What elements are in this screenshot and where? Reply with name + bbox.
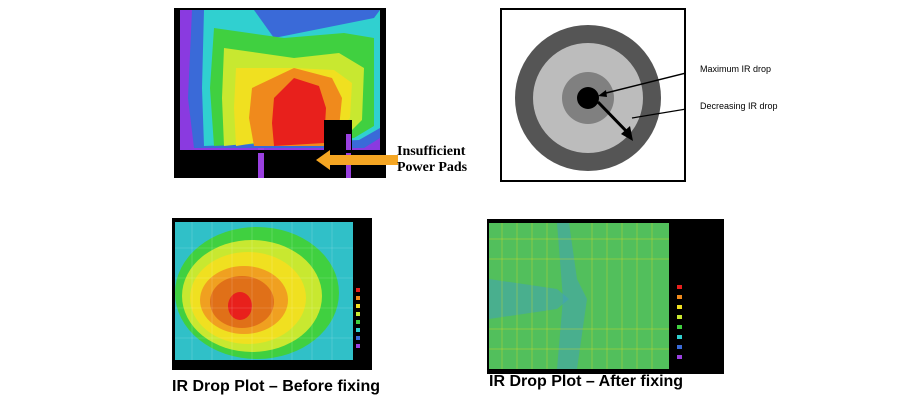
ir-drop-concentric-diagram xyxy=(500,8,686,182)
callout-line-1: Insufficient xyxy=(397,144,466,159)
ir-drop-plot-after xyxy=(487,219,724,374)
max-ir-drop-label: Maximum IR drop xyxy=(700,64,772,74)
insufficient-pads-label: Insufficient Power Pads xyxy=(397,144,467,176)
before-fixing-caption: IR Drop Plot – Before fixing xyxy=(172,378,381,395)
decreasing-ir-drop-label: Decreasing IR drop xyxy=(700,101,778,111)
after-fixing-caption: IR Drop Plot – After fixing xyxy=(489,373,684,390)
callout-line-2: Power Pads xyxy=(397,160,468,175)
ir-drop-heatmap-top xyxy=(174,8,386,178)
ir-drop-plot-before xyxy=(172,218,372,370)
insufficient-pads-arrow xyxy=(316,150,398,170)
